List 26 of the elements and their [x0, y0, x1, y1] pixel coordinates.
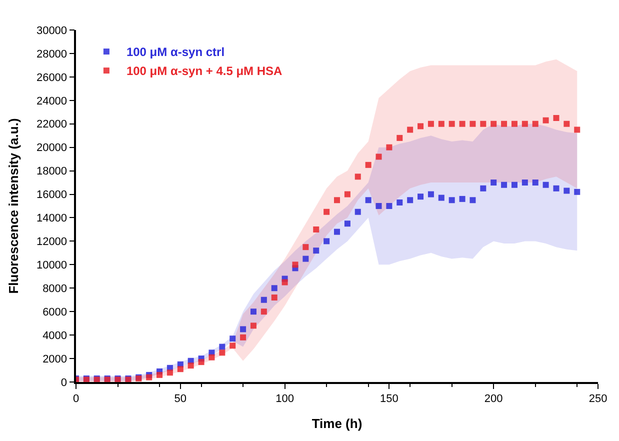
y-tick-label: 2000	[42, 353, 68, 366]
x-axis-title: Time (h)	[312, 416, 362, 432]
x-tick-label: 50	[174, 392, 187, 405]
y-tick-label: 6000	[42, 306, 68, 318]
y-tick-label: 28000	[36, 48, 68, 60]
y-tick-label: 20000	[36, 142, 68, 154]
y-tick-label: 0	[60, 376, 68, 389]
x-tick-label: 200	[484, 392, 503, 405]
y-tick-label: 24000	[36, 95, 68, 108]
y-tick-label: 18000	[36, 166, 68, 178]
y-axis-title: Fluorescence intensity (a.u.)	[6, 118, 21, 294]
y-tick-label: 10000	[36, 260, 68, 272]
y-tick-label: 14000	[36, 212, 68, 225]
y-tick-label: 30000	[36, 24, 68, 37]
y-tick-label: 26000	[36, 72, 68, 84]
legend-label: 100 μM α-syn + 4.5 μM HSA	[126, 64, 283, 78]
y-tick-label: 12000	[36, 236, 68, 248]
x-tick-label: 0	[72, 392, 80, 405]
y-tick-label: 22000	[36, 118, 68, 131]
x-tick-label: 250	[588, 392, 608, 405]
x-tick-label: 100	[276, 392, 294, 405]
y-tick-label: 16000	[36, 189, 68, 202]
y-tick-label: 8000	[42, 282, 68, 295]
legend-label: 100 μM α-syn ctrl	[126, 45, 225, 60]
y-tick-label: 4000	[42, 330, 68, 342]
x-tick-label: 150	[380, 392, 398, 405]
